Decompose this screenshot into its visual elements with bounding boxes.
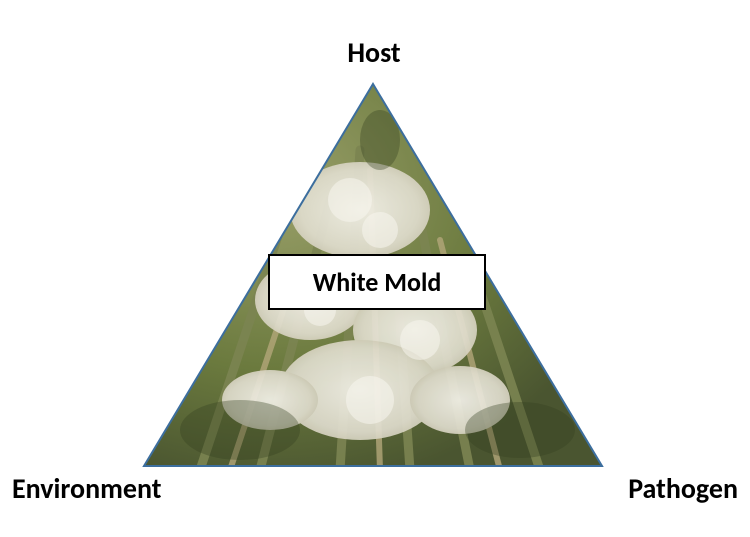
vertex-label-host: Host bbox=[347, 35, 400, 70]
disease-triangle-diagram: Host Environment Pathogen White Mold bbox=[0, 0, 750, 537]
vertex-label-pathogen: Pathogen bbox=[628, 471, 738, 506]
center-label-box: White Mold bbox=[268, 254, 486, 310]
vertex-label-environment: Environment bbox=[12, 471, 161, 506]
center-label-text: White Mold bbox=[313, 266, 442, 298]
